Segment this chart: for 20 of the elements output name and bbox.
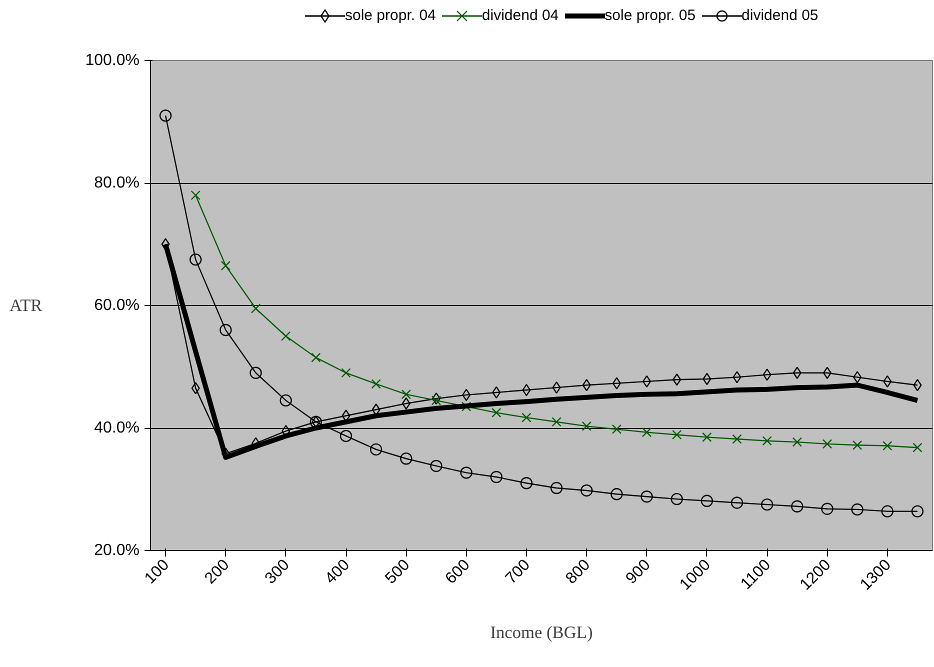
y-axis-title: ATR — [10, 296, 43, 315]
x-axis-title: Income (BGL) — [490, 623, 593, 642]
y-tick-label: 100.0% — [85, 52, 140, 69]
x-tick-label: 200 — [202, 556, 233, 588]
x-tick-label: 600 — [442, 556, 474, 588]
x-tick-label: 100 — [142, 556, 173, 588]
x-tick-label: 700 — [502, 556, 534, 588]
y-tick-label: 80.0% — [94, 174, 140, 192]
legend-label: dividend 05 — [742, 7, 818, 24]
x-tick-label: 500 — [382, 556, 414, 588]
legend-label: dividend 04 — [482, 7, 559, 24]
x-tick-label: 300 — [262, 556, 293, 588]
y-tick-label: 20.0% — [94, 542, 140, 559]
legend-label: sole propr. 05 — [604, 7, 696, 24]
x-tick-label: 800 — [562, 556, 594, 588]
y-tick-label: 40.0% — [94, 420, 140, 436]
y-tick-label: 60.0% — [94, 297, 140, 314]
x-tick-label: 400 — [322, 556, 354, 588]
legend-label: sole propr. 04 — [345, 7, 436, 24]
x-tick-label: 900 — [622, 556, 654, 588]
